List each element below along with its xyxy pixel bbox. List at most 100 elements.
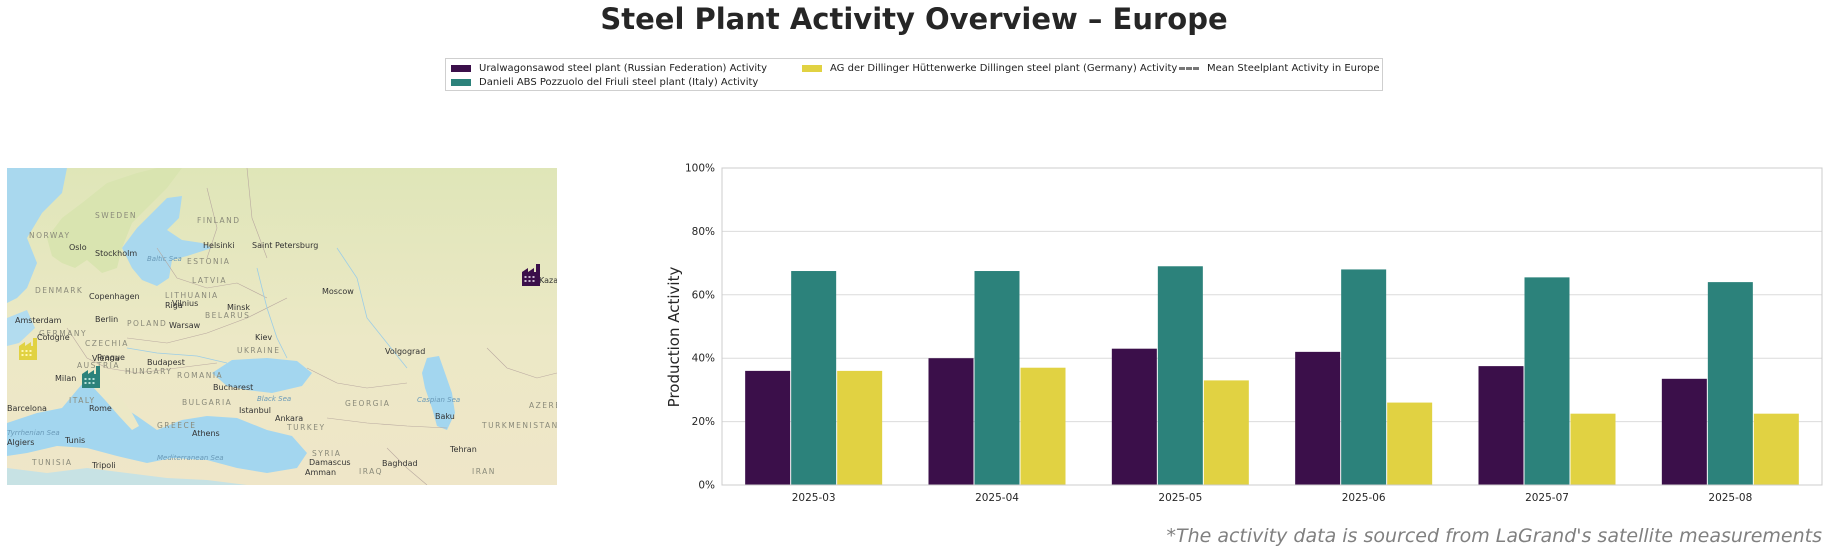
map-label-country: BELARUS [205, 311, 250, 320]
map-water-mediterranean [7, 373, 307, 473]
bar-danieli-2025-07 [1524, 277, 1570, 485]
map-label-city: Saint Petersburg [252, 241, 318, 250]
legend-dash [1179, 67, 1199, 70]
map-label-country: POLAND [127, 319, 167, 328]
map-label-city: Moscow [322, 287, 354, 296]
map-label-city: Helsinki [203, 241, 234, 250]
x-tick-label: 2025-06 [1342, 492, 1386, 504]
map-label-city: Vienna [92, 354, 120, 363]
chart-title: Steel Plant Activity Overview – Europe [600, 2, 1228, 36]
map-label-city: Baghdad [382, 459, 418, 468]
map-label-water: Caspian Sea [417, 396, 460, 404]
map-label-country: AUSTRIA [77, 361, 120, 370]
map-label-country: GERMANY [39, 329, 87, 338]
map-label-country: SYRIA [312, 449, 341, 458]
map-label-country: LATVIA [192, 276, 227, 285]
map-label-city: Milan [55, 374, 76, 383]
bar-dillinger-2025-04 [1020, 367, 1066, 485]
bar-dillinger-2025-07 [1570, 413, 1616, 485]
x-tick-label: 2025-03 [792, 492, 836, 504]
map-label-city: Warsaw [169, 321, 201, 330]
map-label-country: ESTONIA [187, 257, 230, 266]
map-borders [66, 168, 557, 485]
map-label-city: Barcelona [7, 404, 47, 413]
legend-item-dillinger: AG der Dillinger Hüttenwerke Dillingen s… [802, 63, 1177, 74]
map-label-water: Tyrrhenian Sea [7, 429, 60, 437]
map-label-country: HUNGARY [125, 367, 173, 376]
map-label-city: Kiev [255, 333, 272, 342]
legend-label: Danieli ABS Pozzuolo del Friuli steel pl… [479, 77, 759, 88]
legend-item-uralwagonsawod: Uralwagonsawod steel plant (Russian Fede… [451, 63, 767, 74]
map-label-country: ROMANIA [177, 371, 223, 380]
map-label-city: Budapest [147, 358, 185, 367]
map-label-country: NORWAY [29, 231, 71, 240]
map-label-city: Bucharest [213, 383, 253, 392]
map-label-city: Damascus [309, 458, 351, 467]
y-tick-label: 80% [692, 226, 715, 238]
map-label-city: Minsk [227, 303, 250, 312]
map-label-city: Volgograd [385, 347, 425, 356]
bar-uralwagonsawod-2025-03 [745, 370, 791, 485]
bar-chart: Production Activity 0% 20% 40% 60% 80% 100% 2… [665, 163, 1823, 504]
map-label-country: TURKMENISTAN [481, 421, 557, 430]
map-label-country: LITHUANIA [165, 291, 219, 300]
x-tick-label: 2025-07 [1525, 492, 1569, 504]
map-label-city: Athens [192, 429, 220, 438]
bar-danieli-2025-04 [974, 271, 1020, 485]
map-label-country: UKRAINE [237, 346, 281, 355]
map-label-country: TUNISIA [31, 458, 73, 467]
map-water-baltic [122, 196, 212, 286]
map-water-blacksea [212, 358, 312, 393]
map-label-country: DENMARK [35, 286, 83, 295]
bar-dillinger-2025-08 [1753, 413, 1799, 485]
map-label-city: Algiers [7, 438, 34, 447]
map-label-city: Tehran [449, 445, 477, 454]
map-label-city: Copenhagen [89, 292, 140, 301]
map-label-country: BULGARIA [182, 398, 232, 407]
europe-map: SWEDEN FINLAND NORWAY ESTONIA LATVIA LIT… [7, 168, 557, 485]
bar-dillinger-2025-03 [837, 370, 883, 485]
map-label-city: Stockholm [95, 249, 137, 258]
map-label-city: Amman [305, 468, 336, 477]
map-label-country: IRAN [472, 467, 496, 476]
x-tick-label: 2025-04 [975, 492, 1019, 504]
legend-label: AG der Dillinger Hüttenwerke Dillingen s… [830, 63, 1178, 74]
map-label-city: Oslo [69, 243, 87, 252]
map-label-country: TURKEY [286, 423, 326, 432]
map-label-country: FINLAND [197, 216, 241, 225]
map-label-city: Amsterdam [15, 316, 62, 325]
map-water-caspian [422, 356, 455, 430]
map-label-country: GREECE [157, 421, 196, 430]
y-tick-label: 100% [685, 163, 715, 175]
legend: Uralwagonsawod steel plant (Russian Fede… [445, 58, 1383, 91]
grid-lines [722, 167, 1822, 486]
factory-icon-dillinger [19, 338, 37, 360]
map-label-country: CZECHIA [85, 339, 129, 348]
map-rivers [126, 247, 408, 369]
bar-danieli-2025-08 [1707, 282, 1753, 485]
map-label-city: Vilnius [172, 299, 198, 308]
map-water-atlantic [7, 168, 67, 303]
legend-swatch [451, 79, 471, 86]
bar-danieli-2025-03 [791, 271, 837, 485]
legend-swatch [451, 65, 471, 72]
legend-label: Uralwagonsawod steel plant (Russian Fede… [479, 63, 768, 74]
map-label-city: Kazan [539, 276, 557, 285]
map-label-water: Mediterranean Sea [157, 454, 224, 462]
x-ticks: 2025-03 2025-04 2025-05 2025-06 2025-07 2025-… [792, 492, 1753, 504]
map-label-country: GEORGIA [345, 399, 390, 408]
y-tick-label: 40% [692, 353, 715, 365]
bar-uralwagonsawod-2025-04 [928, 358, 974, 485]
plot-frame [721, 167, 1823, 486]
factory-icon-danieli [82, 366, 100, 388]
map-label-city: Tunis [64, 436, 85, 445]
bar-uralwagonsawod-2025-05 [1111, 348, 1157, 485]
map-water-northsea [7, 310, 35, 346]
map-label-water: Baltic Sea [147, 255, 182, 263]
map-label-city: Rome [89, 404, 112, 413]
map-label-city: Tripoli [91, 461, 116, 470]
bars [745, 266, 1799, 485]
x-tick-label: 2025-05 [1158, 492, 1202, 504]
map-label-city: Ankara [275, 414, 303, 423]
